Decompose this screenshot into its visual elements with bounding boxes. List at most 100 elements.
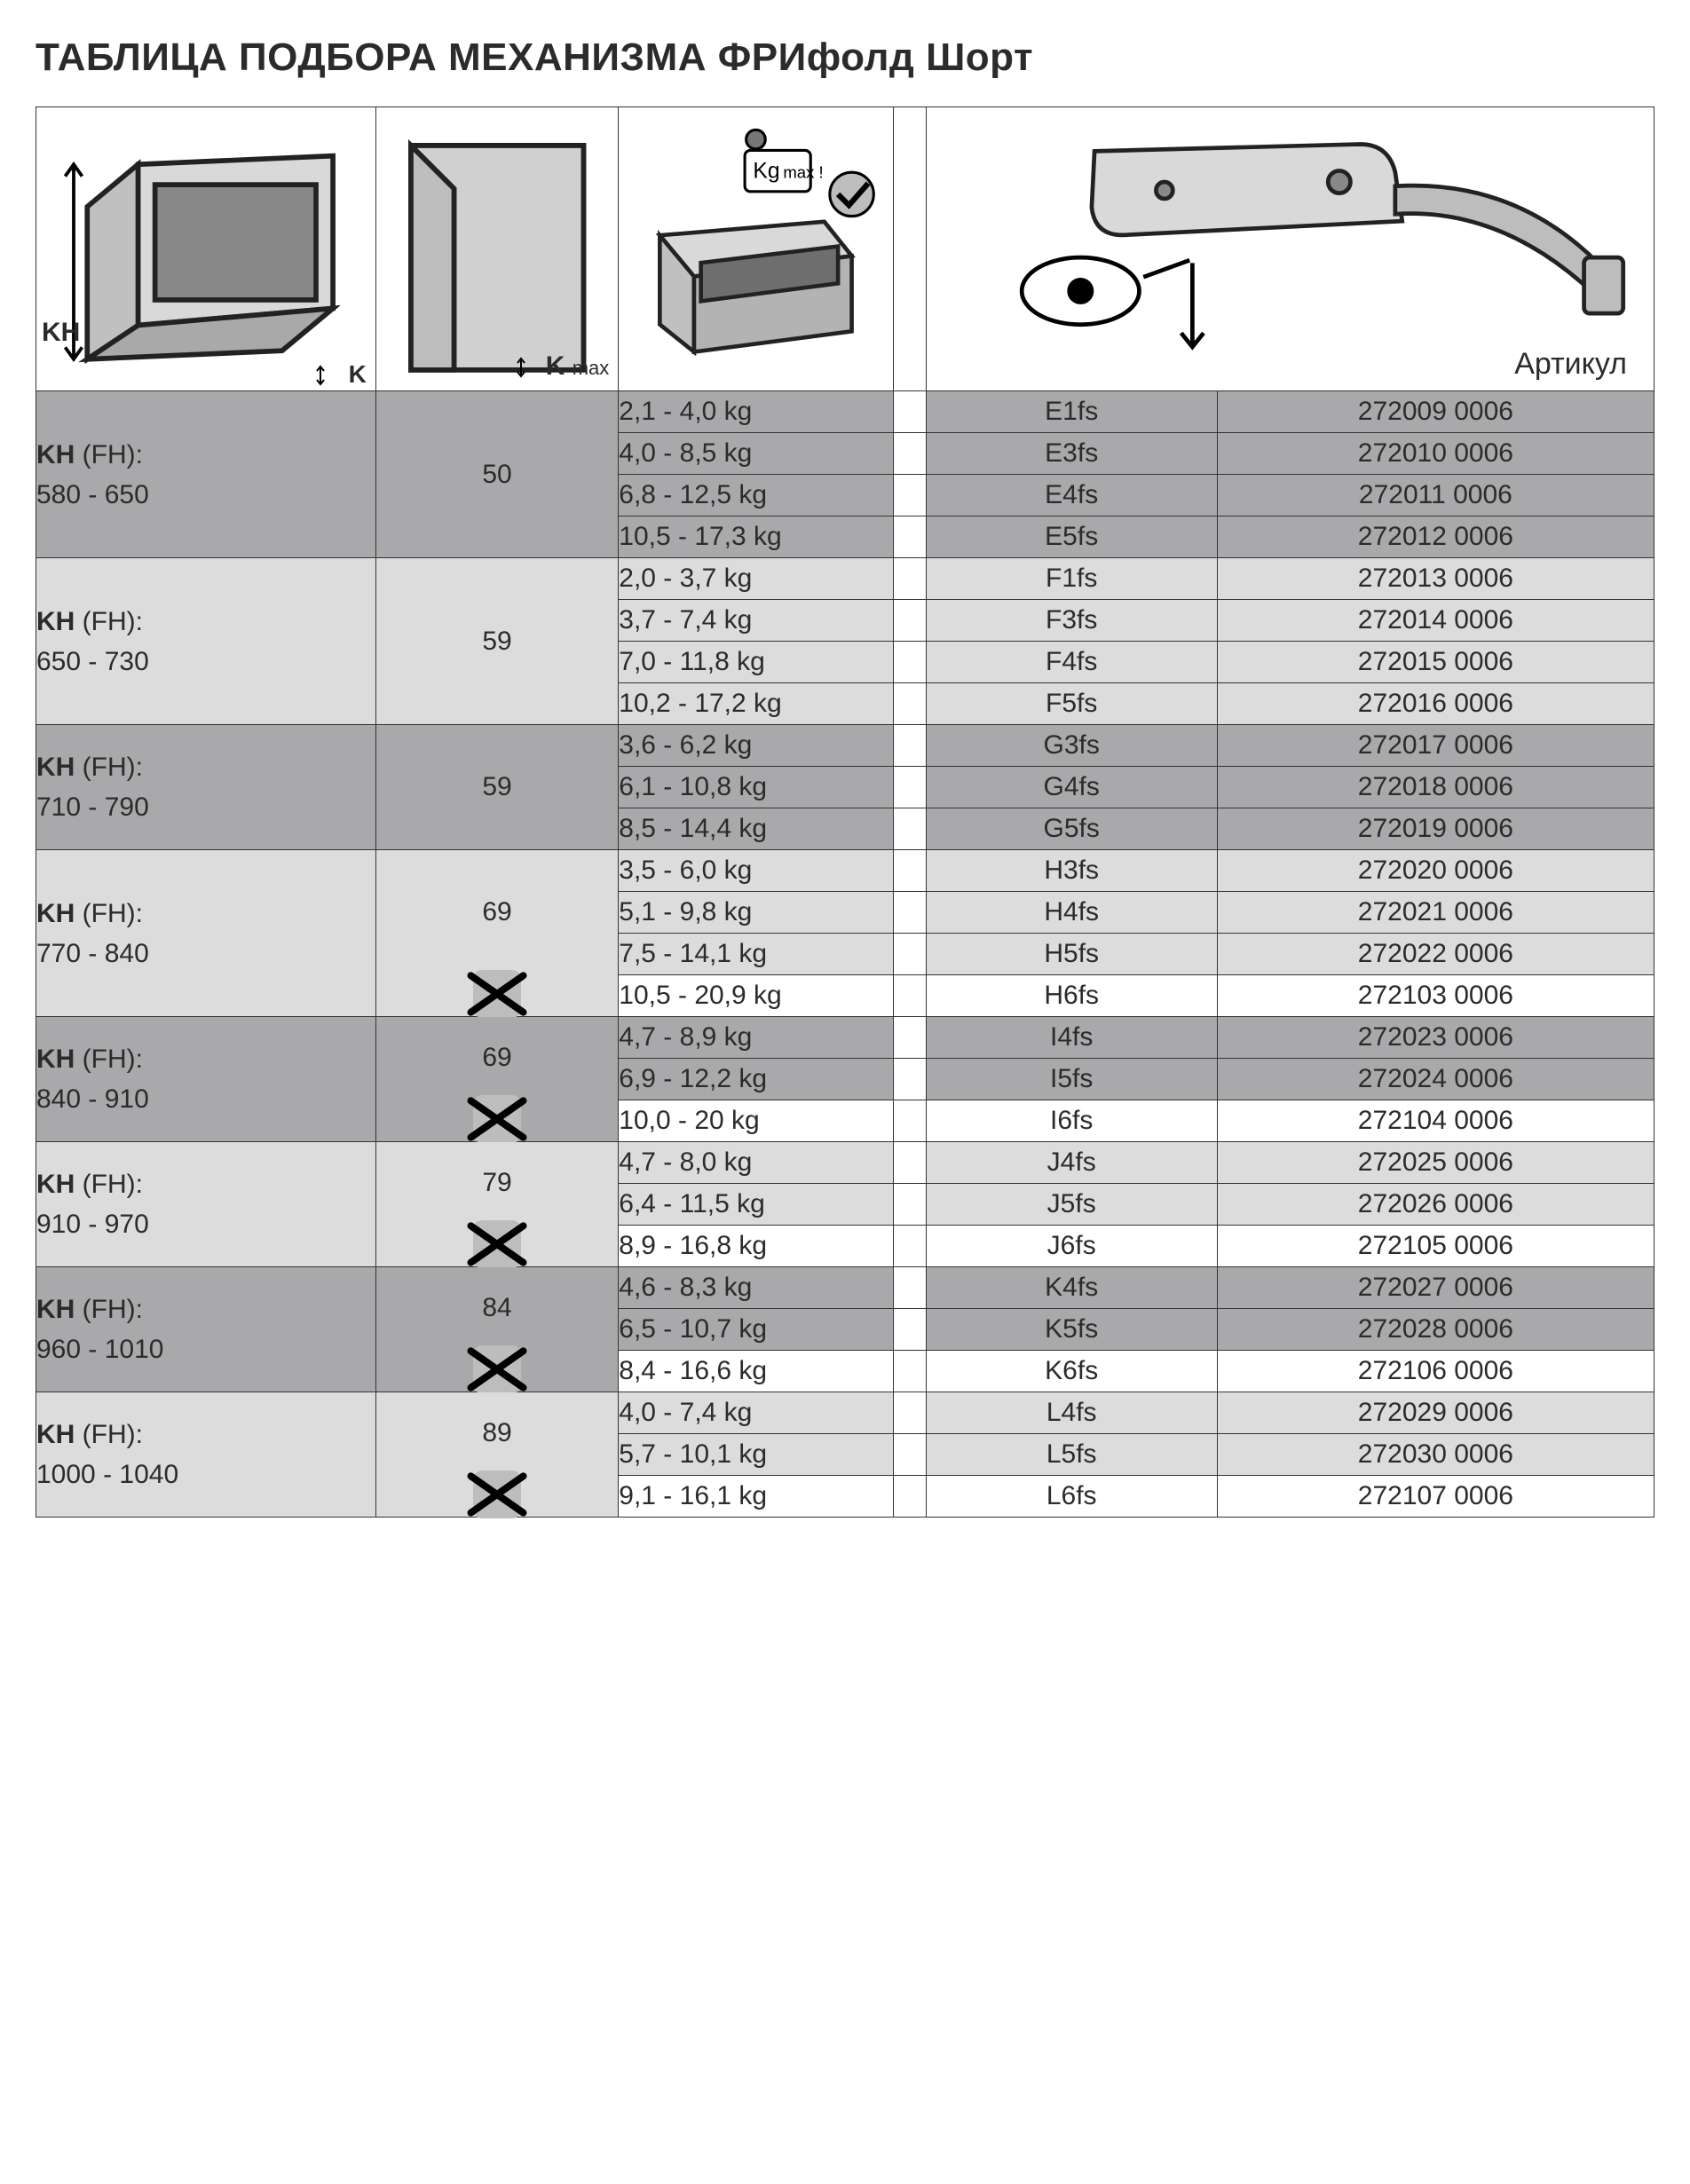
article-number-cell: 272105 0006 [1217,1226,1654,1267]
kh-prefix: KH [36,1170,75,1199]
kmax-value: 89 [482,1418,511,1447]
svg-text:max !: max ! [784,162,824,181]
kh-range-cell: KH (FH):580 - 650 [36,391,376,558]
kmax-cell: 59 [375,725,618,850]
article-number-cell: 272104 0006 [1217,1100,1654,1142]
weight-range-cell: 5,7 - 10,1 kg [619,1434,894,1476]
kh-prefix: KH [36,1295,75,1324]
cabinet-kh-icon [36,107,375,390]
article-number-cell: 272011 0006 [1217,475,1654,516]
model-code-cell: H5fs [926,934,1217,975]
article-number-cell: 272023 0006 [1217,1017,1654,1059]
weight-range-cell: 10,2 - 17,2 kg [619,683,894,725]
weight-cabinet-icon: Kg max ! [619,107,893,390]
header-weight-cell: Kg max ! [619,107,894,391]
kh-suffix: (FH): [75,899,143,928]
model-code-cell: I5fs [926,1059,1217,1100]
model-code-cell: K4fs [926,1267,1217,1309]
kmax-cell: 69 [375,850,618,1017]
kh-range-cell: KH (FH):770 - 840 [36,850,376,1017]
gap-cell [894,683,926,725]
weight-range-cell: 10,5 - 20,9 kg [619,975,894,1017]
weight-range-cell: 8,4 - 16,6 kg [619,1351,894,1392]
gap-cell [894,725,926,767]
kmax-value: 79 [482,1168,511,1197]
model-code-cell: G3fs [926,725,1217,767]
weight-range-cell: 3,6 - 6,2 kg [619,725,894,767]
model-code-cell: F5fs [926,683,1217,725]
gap-cell [894,808,926,850]
article-number-cell: 272016 0006 [1217,683,1654,725]
kh-suffix: (FH): [75,1295,143,1324]
table-row: KH (FH):650 - 730592,0 - 3,7 kgF1fs27201… [36,558,1654,600]
selection-table: KH K [36,106,1654,1518]
gap-cell [894,1017,926,1059]
weight-range-cell: 6,5 - 10,7 kg [619,1309,894,1351]
kh-range: 1000 - 1040 [36,1460,178,1489]
gap-cell [894,433,926,475]
weight-range-cell: 9,1 - 16,1 kg [619,1476,894,1518]
table-row: KH (FH):770 - 840693,5 - 6,0 kgH3fs27202… [36,850,1654,892]
header-kh-cell: KH K [36,107,376,391]
kh-range: 710 - 790 [36,792,149,822]
kh-prefix: KH [36,440,75,469]
weight-range-cell: 6,8 - 12,5 kg [619,475,894,516]
article-number-cell: 272012 0006 [1217,516,1654,558]
weight-range-cell: 4,0 - 8,5 kg [619,433,894,475]
kh-suffix: (FH): [75,753,143,782]
kmax-cell: 79 [375,1142,618,1267]
model-code-cell: L6fs [926,1476,1217,1518]
table-header-row: KH K [36,107,1654,391]
kmax-cell: 50 [375,391,618,558]
kmax-value: 59 [482,772,511,801]
weight-range-cell: 7,5 - 14,1 kg [619,934,894,975]
model-code-cell: H3fs [926,850,1217,892]
article-number-cell: 272030 0006 [1217,1434,1654,1476]
svg-text:Kg: Kg [754,159,780,183]
gap-cell [894,1309,926,1351]
weight-range-cell: 4,6 - 8,3 kg [619,1267,894,1309]
article-number-cell: 272022 0006 [1217,934,1654,975]
model-code-cell: E5fs [926,516,1217,558]
article-number-cell: 272027 0006 [1217,1267,1654,1309]
gap-cell [894,1059,926,1100]
header-kmax-cell: K max [375,107,618,391]
article-number-cell: 272028 0006 [1217,1309,1654,1351]
article-number-cell: 272017 0006 [1217,725,1654,767]
kh-range: 960 - 1010 [36,1335,163,1364]
model-code-cell: J6fs [926,1226,1217,1267]
weight-range-cell: 7,0 - 11,8 kg [619,642,894,683]
kmax-cell: 89 [375,1392,618,1518]
soft-close-excluded-icon [466,963,528,1025]
kh-range-cell: KH (FH):1000 - 1040 [36,1392,376,1518]
gap-cell [894,1267,926,1309]
article-number-cell: 272020 0006 [1217,850,1654,892]
article-number-cell: 272019 0006 [1217,808,1654,850]
model-code-cell: K5fs [926,1309,1217,1351]
model-code-cell: H6fs [926,975,1217,1017]
gap-cell [894,1476,926,1518]
kmax-value: 69 [482,1043,511,1072]
article-number-cell: 272013 0006 [1217,558,1654,600]
article-number-cell: 272025 0006 [1217,1142,1654,1184]
gap-cell [894,1351,926,1392]
gap-cell [894,1100,926,1142]
gap-cell [894,1392,926,1434]
door-kmax-icon [376,107,618,390]
kh-range-cell: KH (FH): 710 - 790 [36,725,376,850]
article-number-cell: 272009 0006 [1217,391,1654,433]
soft-close-excluded-icon [466,1463,528,1526]
model-code-cell: H4fs [926,892,1217,934]
model-code-cell: E4fs [926,475,1217,516]
weight-range-cell: 2,0 - 3,7 kg [619,558,894,600]
model-code-cell: E3fs [926,433,1217,475]
model-code-cell: I4fs [926,1017,1217,1059]
kh-range: 910 - 970 [36,1210,149,1239]
gap-cell [894,600,926,642]
kh-prefix: KH [36,753,75,782]
gap-cell [894,850,926,892]
weight-range-cell: 8,9 - 16,8 kg [619,1226,894,1267]
kh-range: 840 - 910 [36,1084,149,1114]
kh-range-cell: KH (FH):910 - 970 [36,1142,376,1267]
kmax-value: 69 [482,897,511,926]
